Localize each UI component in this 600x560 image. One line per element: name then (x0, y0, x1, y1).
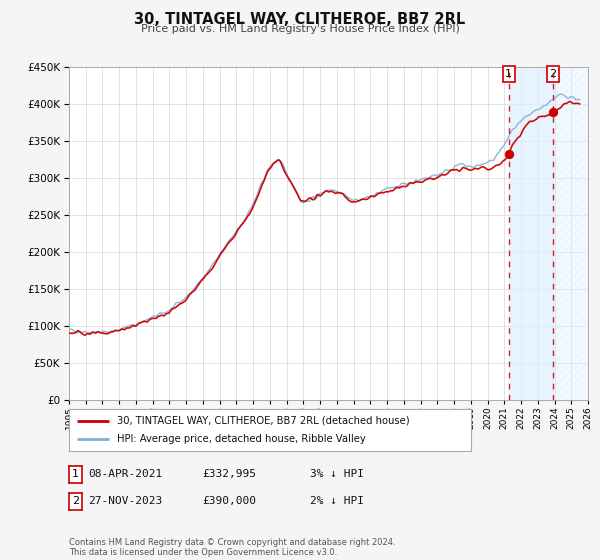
Point (504, 150, 514, 158)
Text: Price paid vs. HM Land Registry's House Price Index (HPI): Price paid vs. HM Land Registry's House … (140, 24, 460, 34)
Text: 30, TINTAGEL WAY, CLITHEROE, BB7 2RL: 30, TINTAGEL WAY, CLITHEROE, BB7 2RL (134, 12, 466, 27)
Text: 1: 1 (505, 69, 512, 79)
Bar (553, 67, 588, 400)
Text: 2: 2 (72, 496, 79, 506)
Text: 30, TINTAGEL WAY, CLITHEROE, BB7 2RL (detached house): 30, TINTAGEL WAY, CLITHEROE, BB7 2RL (de… (117, 416, 410, 426)
Text: 2: 2 (549, 69, 556, 79)
Text: 08-APR-2021: 08-APR-2021 (88, 469, 163, 479)
Text: This data is licensed under the Open Government Licence v3.0.: This data is licensed under the Open Gov… (69, 548, 337, 557)
Text: 3% ↓ HPI: 3% ↓ HPI (310, 469, 364, 479)
Text: Contains HM Land Registry data © Crown copyright and database right 2024.: Contains HM Land Registry data © Crown c… (69, 538, 395, 547)
Text: HPI: Average price, detached house, Ribble Valley: HPI: Average price, detached house, Ribb… (117, 434, 366, 444)
Bar (509, 67, 553, 400)
Text: 27-NOV-2023: 27-NOV-2023 (88, 496, 163, 506)
Text: £332,995: £332,995 (202, 469, 256, 479)
Text: 1: 1 (72, 469, 79, 479)
Text: 2% ↓ HPI: 2% ↓ HPI (310, 496, 364, 506)
Point (548, 107, 557, 116)
Text: £390,000: £390,000 (202, 496, 256, 506)
